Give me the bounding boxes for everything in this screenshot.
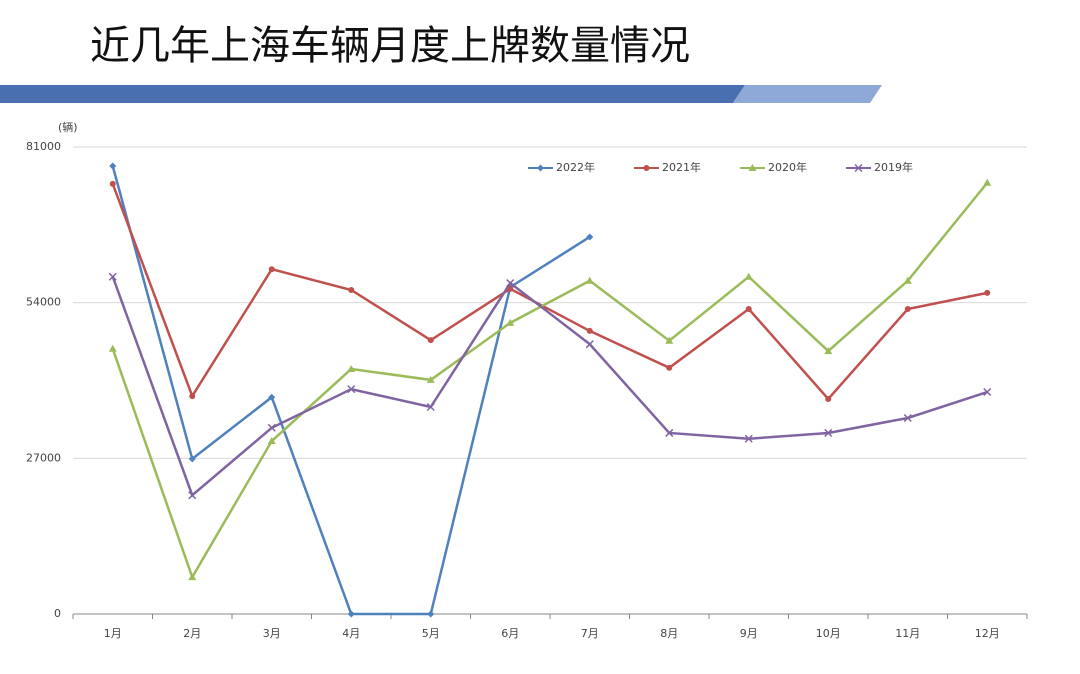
header-band [0, 85, 745, 103]
y-axis-label: (辆) [58, 120, 78, 134]
marker [745, 306, 752, 313]
chart-title: 近几年上海车辆月度上牌数量情况 [90, 23, 690, 69]
marker [744, 434, 753, 443]
marker [267, 423, 276, 432]
legend-marker [748, 164, 757, 171]
marker [824, 428, 833, 437]
marker [585, 276, 594, 284]
marker [347, 610, 355, 618]
marker [983, 178, 992, 186]
marker [427, 610, 435, 618]
x-tick-label: 7月 [581, 627, 599, 640]
marker [188, 491, 197, 500]
y-tick-label: 54000 [26, 296, 61, 309]
marker [188, 573, 197, 581]
x-tick-label: 11月 [895, 627, 920, 640]
marker [426, 375, 435, 383]
legend-marker [854, 163, 863, 173]
marker [824, 347, 833, 355]
series-line [111, 181, 989, 581]
series-line [111, 276, 988, 498]
x-tick-label: 9月 [740, 627, 758, 640]
marker [665, 336, 674, 344]
x-tick-label: 10月 [816, 627, 841, 640]
y-tick-label: 81000 [26, 140, 61, 153]
x-tick-label: 3月 [263, 627, 281, 640]
x-tick-label: 6月 [501, 627, 519, 640]
marker [267, 437, 276, 445]
marker [903, 413, 912, 423]
marker [506, 318, 515, 326]
legend-label: 2020年 [768, 160, 807, 174]
marker [983, 388, 992, 397]
marker [109, 180, 116, 187]
marker [666, 364, 673, 371]
marker [347, 364, 356, 372]
marker [108, 344, 117, 352]
legend-marker [643, 165, 650, 171]
marker [188, 455, 196, 463]
x-tick-label: 4月 [342, 627, 360, 640]
marker [506, 279, 515, 288]
legend-marker [537, 164, 544, 172]
marker [426, 402, 435, 412]
marker [189, 393, 196, 400]
marker [268, 266, 275, 273]
marker [586, 233, 594, 241]
marker [903, 276, 912, 284]
y-tick-label: 27000 [26, 451, 61, 464]
legend-label: 2022年 [556, 160, 595, 174]
x-tick-label: 12月 [975, 627, 1000, 640]
marker [268, 393, 276, 401]
header-band-light [733, 85, 882, 103]
legend-label: 2021年 [662, 160, 701, 174]
marker [744, 272, 753, 280]
marker [585, 340, 594, 349]
marker [347, 385, 356, 394]
marker [108, 272, 117, 281]
marker [825, 395, 832, 402]
y-tick-label: 0 [54, 607, 61, 620]
x-tick-label: 1月 [104, 627, 122, 640]
legend-label: 2019年 [874, 160, 913, 174]
x-tick-label: 2月 [183, 627, 201, 640]
marker [427, 337, 434, 344]
marker [904, 306, 911, 313]
marker [984, 289, 991, 296]
x-tick-label: 5月 [422, 627, 440, 640]
marker [348, 286, 355, 293]
series-line [111, 183, 988, 401]
marker [586, 327, 593, 334]
marker [665, 428, 674, 437]
marker [109, 162, 117, 170]
x-tick-label: 8月 [660, 627, 678, 640]
